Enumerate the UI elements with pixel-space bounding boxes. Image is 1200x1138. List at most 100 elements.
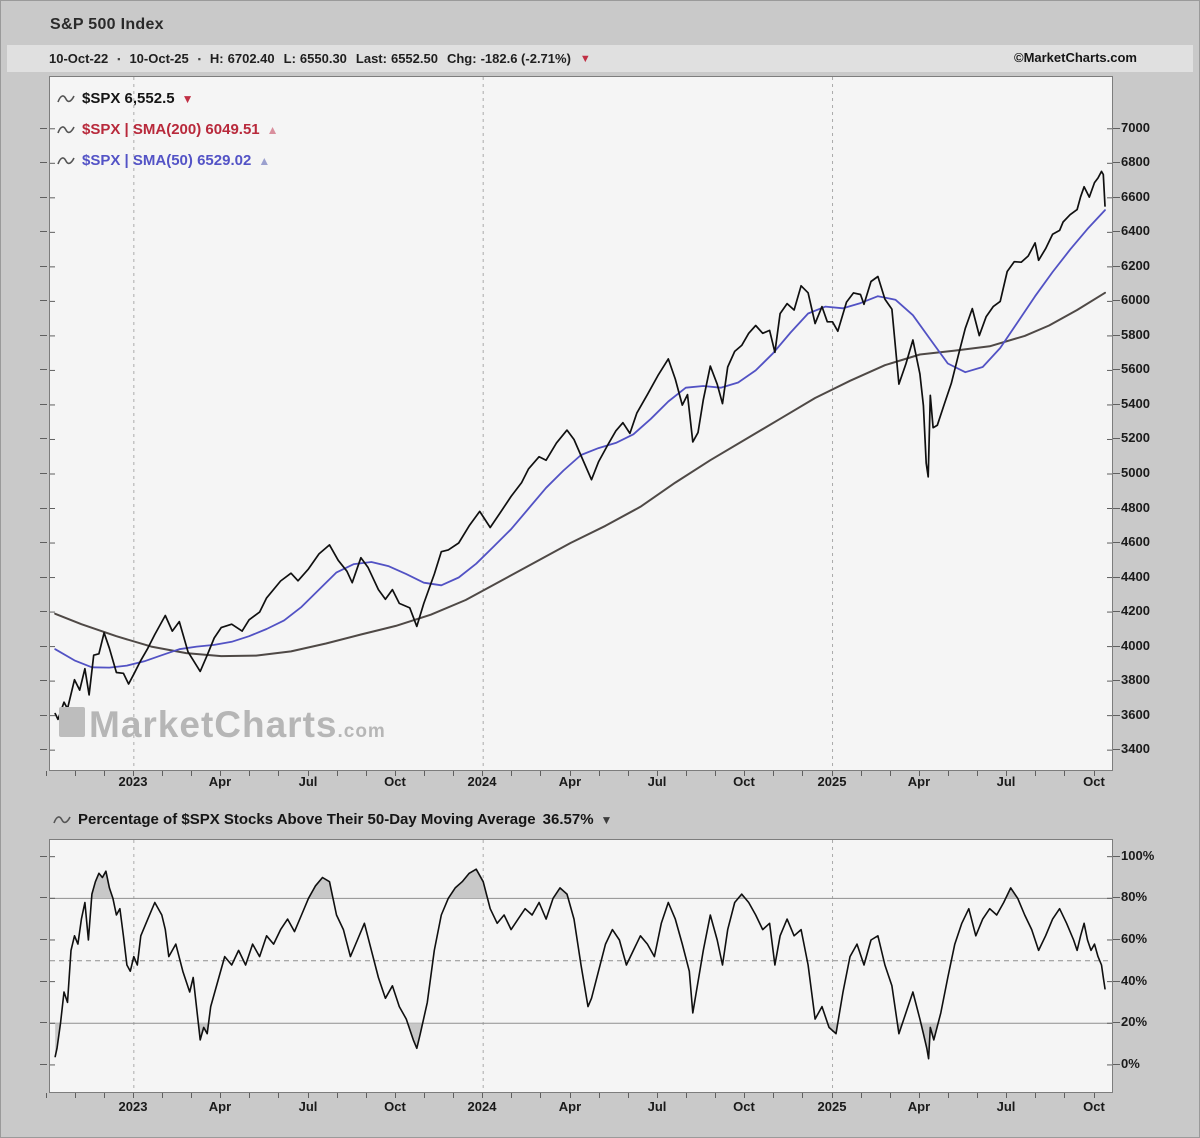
x-axis-label: Apr — [907, 1099, 931, 1114]
low-value: 6550.30 — [299, 51, 347, 66]
legend-row-sma200[interactable]: $SPX | SMA(200) 6049.51 ▲ — [57, 114, 279, 145]
y-axis-label: 6600 — [1121, 189, 1150, 204]
x-axis-tick — [133, 771, 134, 776]
up-arrow-icon: ▲ — [258, 153, 271, 168]
x-axis-tick — [453, 771, 454, 776]
y-axis-tick — [1113, 1022, 1120, 1023]
y-axis-label: 6400 — [1121, 223, 1150, 238]
x-axis-tick — [278, 771, 279, 776]
main-price-chart[interactable] — [49, 76, 1113, 771]
y-axis-tick — [1113, 404, 1120, 405]
x-axis-tick — [570, 771, 571, 776]
x-axis-label: Apr — [208, 774, 232, 789]
x-axis-tick — [628, 1093, 629, 1098]
high-label: H: — [209, 51, 224, 66]
x-axis-tick — [919, 1093, 920, 1098]
x-axis-tick — [570, 1093, 571, 1098]
x-axis-tick — [308, 771, 309, 776]
x-axis-tick — [104, 1093, 105, 1098]
x-axis-label: 2024 — [467, 1099, 497, 1114]
y-axis-tick — [1113, 438, 1120, 439]
x-axis-tick — [191, 771, 192, 776]
x-axis-label: Jul — [647, 774, 667, 789]
up-arrow-icon: ▲ — [266, 122, 279, 137]
y-axis-tick — [40, 231, 47, 232]
y-axis-tick — [1113, 128, 1120, 129]
y-axis-tick — [40, 611, 47, 612]
x-axis-tick — [453, 1093, 454, 1098]
watermark-logo-icon — [59, 707, 85, 737]
x-axis-tick — [773, 1093, 774, 1098]
x-axis-tick — [948, 771, 949, 776]
series-squiggle-icon — [57, 125, 75, 133]
y-axis-tick — [40, 646, 47, 647]
x-axis-tick — [220, 1093, 221, 1098]
x-axis-tick — [1094, 771, 1095, 776]
y-axis-label: 4400 — [1121, 569, 1150, 584]
x-axis-label: 2025 — [817, 774, 847, 789]
lower-title-value: 36.57% — [542, 811, 594, 828]
bullet-separator-icon: ▪ — [117, 53, 121, 64]
y-axis-tick — [1113, 197, 1120, 198]
y-axis-label: 4200 — [1121, 603, 1150, 618]
x-axis-label: Jul — [996, 1099, 1016, 1114]
chart-legend: $SPX 6,552.5 ▼ $SPX | SMA(200) 6049.51 ▲… — [57, 83, 279, 176]
x-axis-tick — [104, 771, 105, 776]
y-axis-tick — [1113, 335, 1120, 336]
x-axis-label: Jul — [298, 774, 318, 789]
change-value: -182.6 (-2.71%) — [480, 51, 571, 66]
x-axis-label: 2024 — [467, 774, 497, 789]
x-axis-tick — [657, 771, 658, 776]
y-axis-tick — [40, 1064, 47, 1065]
y-axis-label: 6800 — [1121, 154, 1150, 169]
legend-label: $SPX | SMA(50) 6529.02 — [82, 152, 252, 169]
y-axis-tick — [40, 577, 47, 578]
breadth-indicator-chart[interactable] — [49, 839, 1113, 1093]
x-axis-tick — [162, 771, 163, 776]
x-axis-tick — [1006, 771, 1007, 776]
lower-panel-title: Percentage of $SPX Stocks Above Their 50… — [53, 811, 612, 828]
y-axis-label: 4600 — [1121, 534, 1150, 549]
y-axis-label: 5600 — [1121, 361, 1150, 376]
y-axis-tick — [1113, 231, 1120, 232]
x-axis-tick — [686, 771, 687, 776]
y-axis-label: 3400 — [1121, 741, 1150, 756]
y-axis-label: 5800 — [1121, 327, 1150, 342]
x-axis-tick — [1006, 1093, 1007, 1098]
y-axis-label: 60% — [1121, 931, 1148, 946]
y-axis-tick — [1113, 611, 1120, 612]
x-axis-tick — [1035, 771, 1036, 776]
y-axis-tick — [1113, 162, 1120, 163]
y-axis-label: 100% — [1121, 848, 1155, 863]
low-label: L: — [283, 51, 296, 66]
x-axis-tick — [220, 771, 221, 776]
x-axis-tick — [773, 771, 774, 776]
legend-row-spx[interactable]: $SPX 6,552.5 ▼ — [57, 83, 279, 114]
x-axis-tick — [162, 1093, 163, 1098]
y-axis-tick — [40, 335, 47, 336]
y-axis-tick — [1113, 715, 1120, 716]
y-axis-tick — [40, 897, 47, 898]
y-axis-tick — [40, 369, 47, 370]
x-axis-tick — [890, 1093, 891, 1098]
series-squiggle-icon — [57, 94, 75, 102]
x-axis-tick — [366, 1093, 367, 1098]
x-axis-tick — [715, 771, 716, 776]
x-axis-tick — [744, 771, 745, 776]
x-axis-tick — [249, 771, 250, 776]
y-axis-tick — [40, 197, 47, 198]
x-axis-tick — [249, 1093, 250, 1098]
y-axis-label: 0% — [1121, 1056, 1140, 1071]
x-axis-label: Oct — [1083, 774, 1105, 789]
legend-row-sma50[interactable]: $SPX | SMA(50) 6529.02 ▲ — [57, 145, 279, 176]
x-axis-tick — [802, 1093, 803, 1098]
last-label: Last: — [355, 51, 387, 66]
change-down-arrow-icon: ▼ — [579, 52, 591, 65]
x-axis-tick — [308, 1093, 309, 1098]
x-axis-tick — [337, 771, 338, 776]
x-axis-tick — [1064, 1093, 1065, 1098]
start-date: 10-Oct-22 — [49, 51, 109, 66]
end-date: 10-Oct-25 — [129, 51, 189, 66]
x-axis-tick — [482, 1093, 483, 1098]
